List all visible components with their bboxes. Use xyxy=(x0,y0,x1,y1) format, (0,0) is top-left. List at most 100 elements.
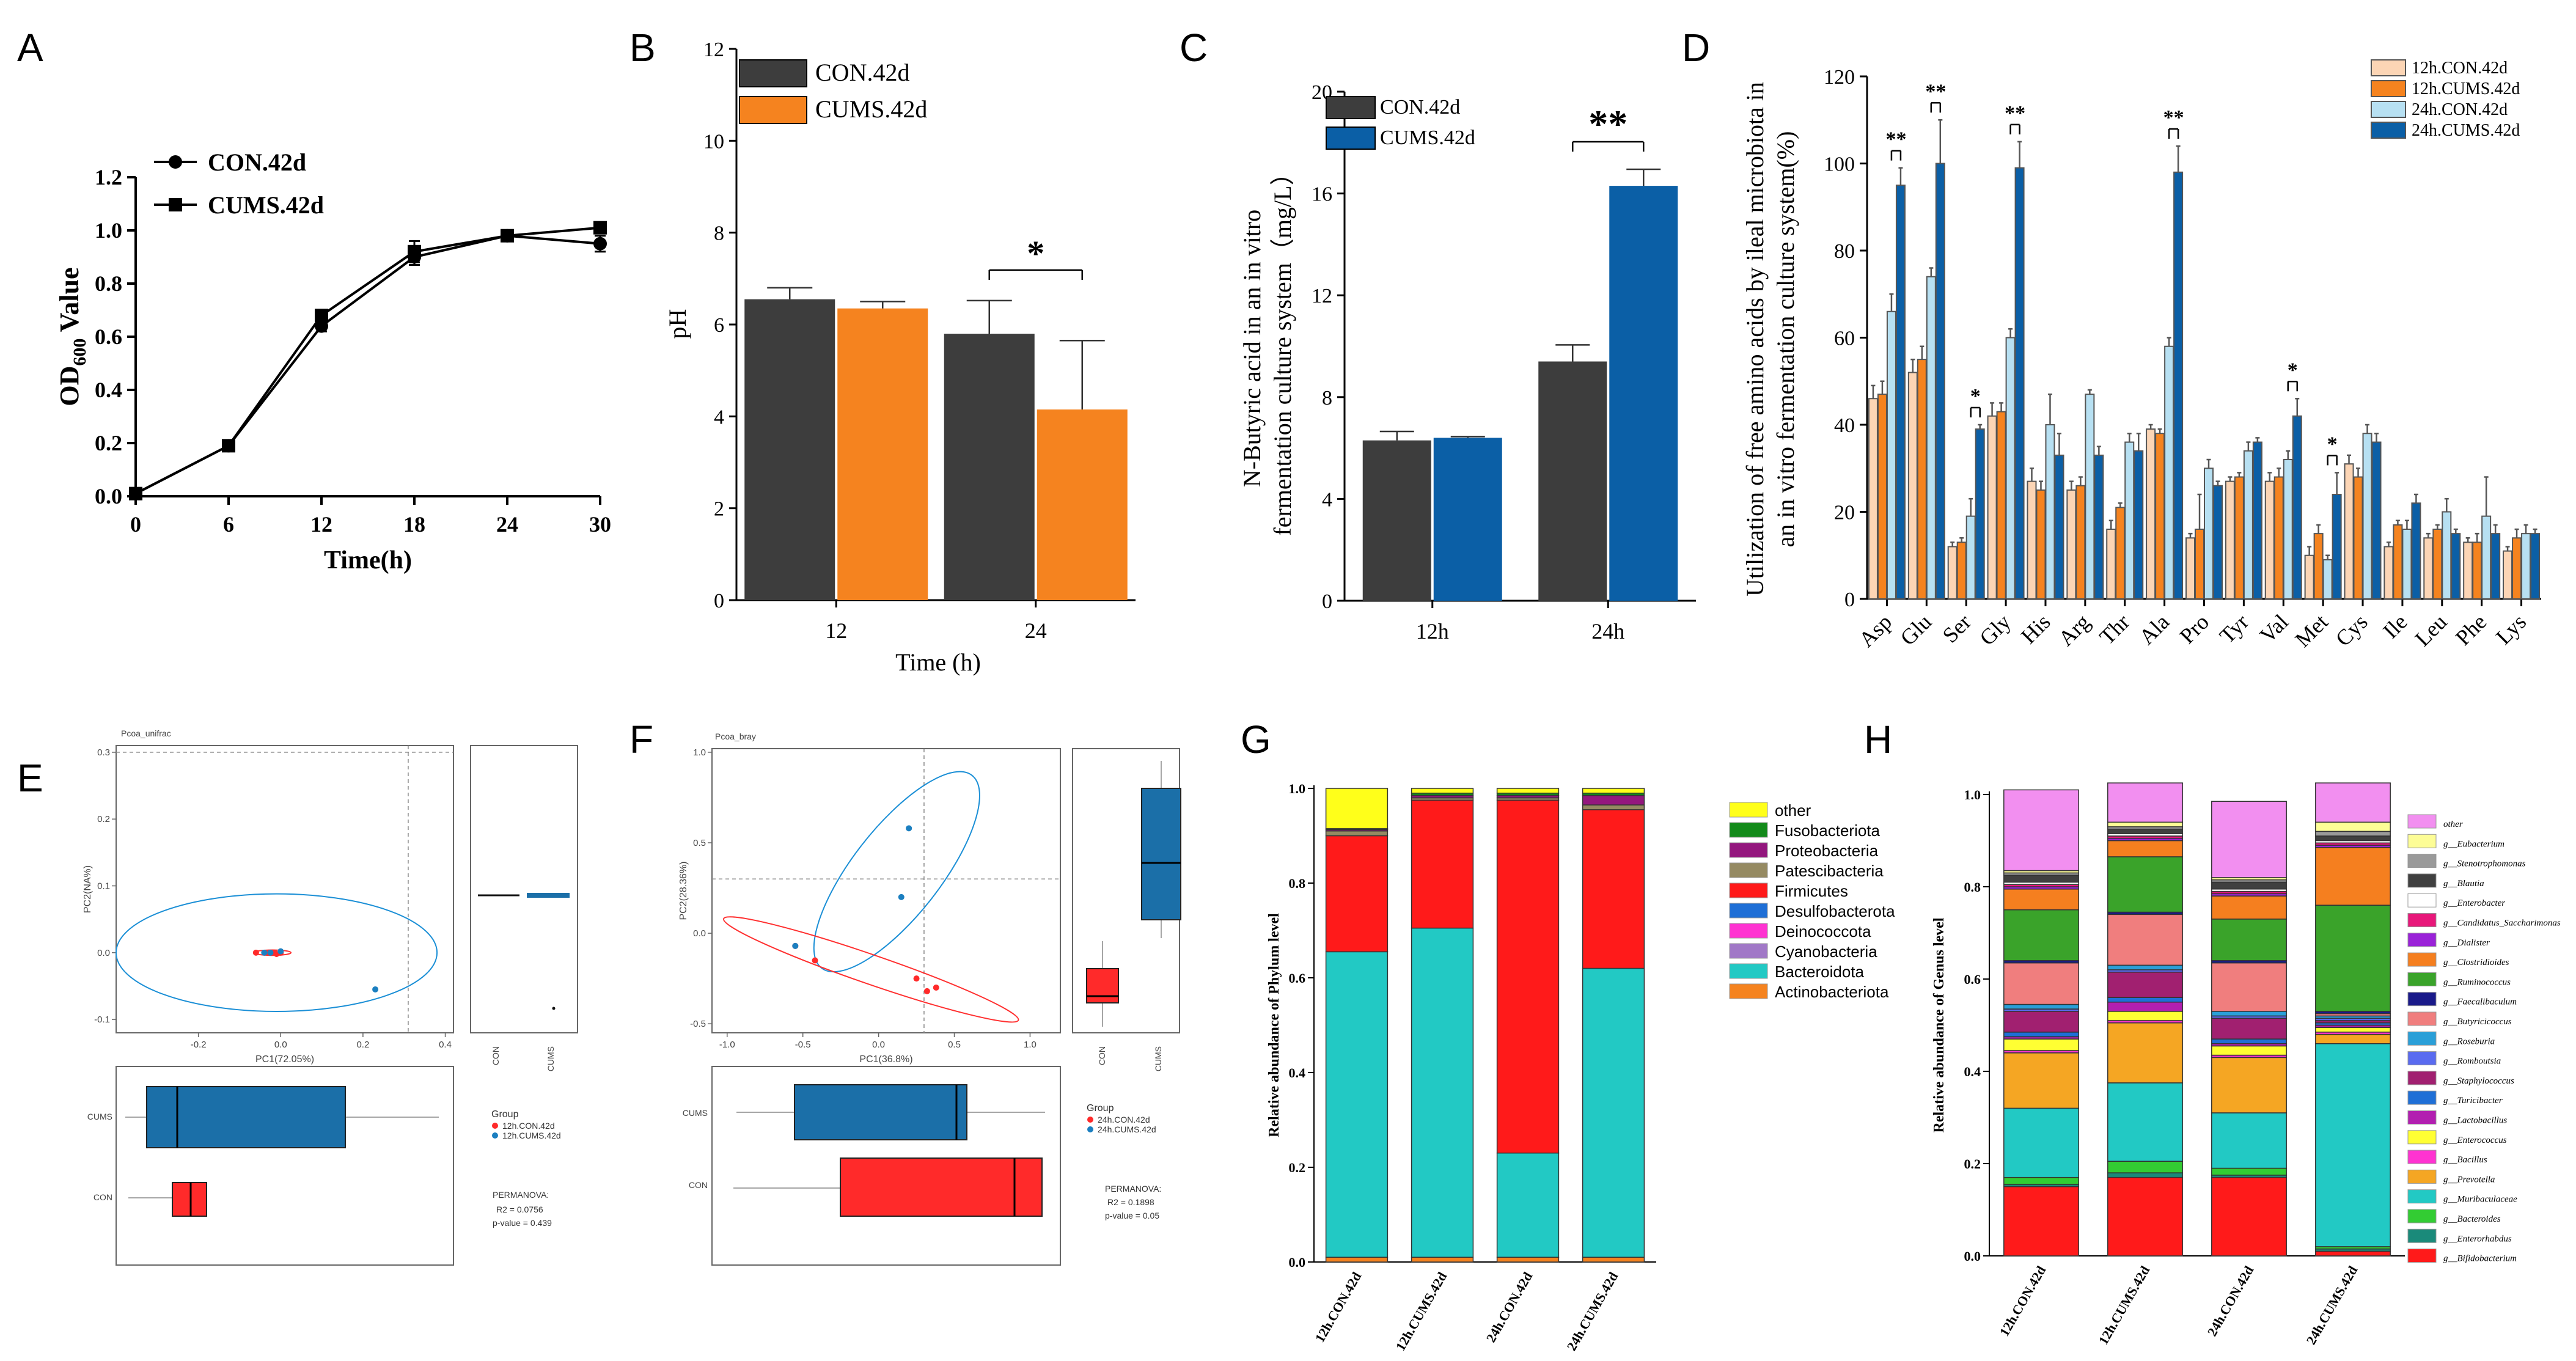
y-tick-label: 40 xyxy=(1834,414,1855,437)
data-point xyxy=(277,948,284,955)
permanova-title: PERMANOVA: xyxy=(493,1190,549,1200)
y-tick-label: 12 xyxy=(703,39,724,61)
stacked-segment xyxy=(2107,971,2183,998)
legend-label: g__Candidatus_Saccharimonas xyxy=(2443,919,2561,928)
bar xyxy=(2146,428,2156,600)
bar xyxy=(2442,511,2452,600)
stacked-segment xyxy=(1582,794,1645,805)
legend-label: Bacteroidota xyxy=(1775,963,1865,981)
bar xyxy=(2195,529,2204,600)
bottom-box-label: CON xyxy=(689,1180,708,1190)
legend-label: g__Turicibacter xyxy=(2443,1096,2503,1106)
stacked-segment xyxy=(2107,840,2183,857)
bar xyxy=(2393,524,2403,600)
panel-label: B xyxy=(629,26,656,70)
y-tick-label: 0.0 xyxy=(95,484,122,508)
legend-label: CON.42d xyxy=(208,149,306,176)
stacked-segment xyxy=(1411,799,1474,929)
legend-label: g__Butyricicoccus xyxy=(2443,1017,2512,1027)
stacked-segment xyxy=(1325,951,1389,1258)
legend-label: 24h.CON.42d xyxy=(2412,100,2508,119)
bar xyxy=(2371,441,2382,600)
bar xyxy=(2225,480,2235,600)
legend-label: g__Bacillus xyxy=(2443,1155,2487,1165)
bar xyxy=(2322,559,2333,600)
bar xyxy=(2264,480,2275,600)
bar xyxy=(2066,489,2077,600)
significance-marker: ** xyxy=(1588,102,1627,145)
stacked-segment xyxy=(2211,1176,2287,1256)
legend-swatch xyxy=(739,59,807,87)
bar xyxy=(1886,310,1896,600)
y-tick-label: 0.2 xyxy=(1289,1160,1306,1175)
legend-label: g__Enterorhabdus xyxy=(2443,1234,2512,1244)
bar xyxy=(2005,337,2016,600)
right-box-frame xyxy=(470,745,578,1033)
stacked-segment xyxy=(2211,1057,2287,1113)
bottom-box-frame xyxy=(116,1066,454,1266)
data-point xyxy=(923,988,930,994)
panel-e: E Pcoa_unifrac -0.2 0.0 0.2 0.4 -0.1 0.0 0.1 0.2 0… xyxy=(17,728,578,1266)
bar xyxy=(2530,533,2541,600)
legend-label: Cyanobacteria xyxy=(1775,942,1877,961)
panel-f: F Pcoa_bray -1.0 -0.5 0.0 0.5 1.0 -0.5 0.0 0.5 1.0… xyxy=(629,717,1181,1266)
legend-title: Group xyxy=(1087,1103,1114,1113)
x-tick-label: Pro xyxy=(2175,609,2214,648)
stacked-segment xyxy=(2315,904,2391,1012)
right-box-cums xyxy=(527,893,570,898)
data-point xyxy=(906,825,912,832)
x-tick-label: 0.2 xyxy=(356,1040,369,1050)
plot-frame xyxy=(711,748,1061,1033)
y-tick-label: 0.4 xyxy=(1964,1064,1981,1079)
bar xyxy=(2134,450,2144,600)
right-box-label: CON xyxy=(491,1046,501,1065)
legend-swatch xyxy=(2371,80,2406,97)
y-tick-label: 0.6 xyxy=(1289,970,1306,986)
legend-swatch xyxy=(2407,873,2437,888)
stacked-segment xyxy=(1496,1256,1560,1263)
x-tick-label: 24h.CON.42d xyxy=(1483,1269,1535,1345)
bar xyxy=(2014,167,2025,600)
x-tick-label: Gly xyxy=(1975,609,2015,650)
legend-label: 12h.CUMS.42d xyxy=(2412,79,2520,98)
legend-marker xyxy=(492,1132,498,1139)
legend-label: Deinococcota xyxy=(1775,922,1871,941)
stacked-segment xyxy=(1411,1256,1474,1263)
x-tick-label: 0.4 xyxy=(439,1040,452,1050)
bar xyxy=(2490,533,2501,600)
legend-label: 24h.CUMS.42d xyxy=(2412,121,2520,140)
legend-label: Firmicutes xyxy=(1775,882,1848,900)
stacked-segment xyxy=(2107,1161,2183,1173)
y-axis-title: PC2(NA%) xyxy=(83,865,93,913)
y-axis-title-rest: Value xyxy=(54,267,84,338)
legend-swatch xyxy=(1729,862,1768,878)
significance-marker: * xyxy=(1027,233,1044,273)
y-tick-label: 2 xyxy=(714,498,724,521)
bar xyxy=(1868,398,1878,600)
y-tick-label: 0.6 xyxy=(95,325,122,349)
legend-label: CUMS.42d xyxy=(1380,127,1475,149)
significance-marker: ** xyxy=(2163,106,2184,129)
stacked-segment xyxy=(2107,1022,2183,1084)
bar xyxy=(2085,394,2095,600)
panel-label: A xyxy=(17,26,43,70)
stacked-segment xyxy=(2003,909,2079,961)
bar xyxy=(2173,171,2184,600)
stacked-segment xyxy=(2211,962,2287,1012)
significance-marker: * xyxy=(2327,433,2338,455)
bottom-box-cums xyxy=(794,1084,967,1140)
stacked-segment xyxy=(1582,809,1645,969)
legend-swatch xyxy=(1729,802,1768,818)
bottom-box-con xyxy=(840,1157,1043,1217)
y-tick-label: 0.8 xyxy=(1289,876,1306,891)
stacked-segment xyxy=(2211,801,2287,878)
bar xyxy=(2036,489,2046,600)
y-axis-title: Relative abundance of Genus level xyxy=(1931,917,1947,1132)
bar xyxy=(1987,415,1997,600)
stacked-segment xyxy=(2107,997,2183,1003)
x-tick-label: 12h.CON.42d xyxy=(1996,1263,2049,1339)
legend-label: 12h.CON.42d xyxy=(502,1121,555,1131)
legend-swatch xyxy=(1729,923,1768,939)
y-tick-label: 16 xyxy=(1312,183,1332,206)
stacked-segment xyxy=(1411,788,1474,794)
